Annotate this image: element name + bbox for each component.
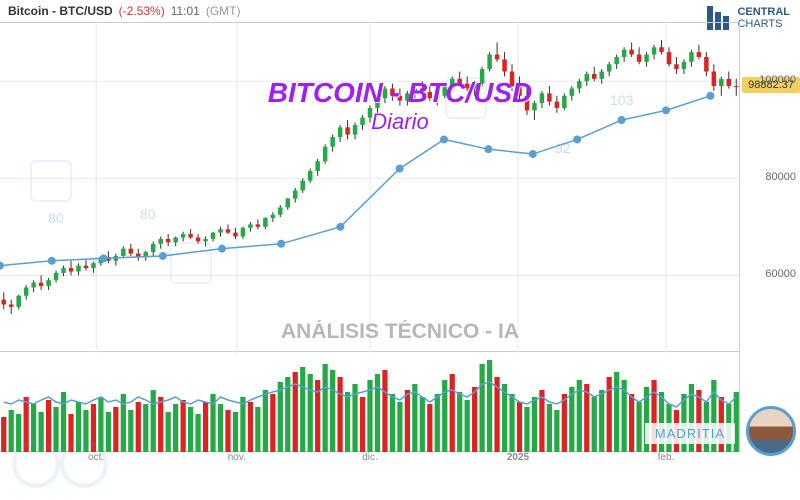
watermark-arrow-icon bbox=[170, 242, 212, 284]
chart-container: 808092103 BITCOIN - BTC/USD Diario ANÁLI… bbox=[0, 22, 800, 492]
y-axis: 98882.37 6000080000100000 bbox=[740, 22, 800, 452]
pair-label: Bitcoin - BTC/USD bbox=[8, 4, 113, 18]
main-candlestick-chart[interactable]: 80 80 92 103 bbox=[0, 22, 740, 352]
y-tick: 100000 bbox=[759, 74, 796, 86]
volume-bar-chart[interactable] bbox=[0, 352, 740, 452]
watermark-back-circle-icon[interactable] bbox=[12, 440, 60, 488]
x-tick: feb. bbox=[658, 452, 675, 463]
y-tick: 60000 bbox=[765, 268, 796, 280]
x-tick: dic. bbox=[362, 452, 378, 463]
svg-text:103: 103 bbox=[610, 92, 634, 108]
svg-text:80: 80 bbox=[140, 206, 156, 222]
change-pct: (-2.53%) bbox=[119, 4, 165, 18]
x-tick: nov. bbox=[228, 452, 246, 463]
x-axis: oct.nov.dic.2025feb. bbox=[0, 452, 740, 472]
provider-badge: MADRITIA bbox=[645, 423, 735, 444]
analyst-avatar[interactable] bbox=[746, 406, 796, 456]
watermark-forward-circle-icon[interactable] bbox=[60, 440, 108, 488]
x-tick: 2025 bbox=[507, 452, 529, 463]
timezone-label: (GMT) bbox=[206, 4, 241, 18]
svg-text:80: 80 bbox=[48, 210, 64, 226]
chart-header: Bitcoin - BTC/USD (-2.53%) 11:01 (GMT) bbox=[0, 0, 800, 22]
svg-text:92: 92 bbox=[555, 140, 571, 156]
watermark-chart-icon bbox=[30, 160, 72, 202]
y-tick: 80000 bbox=[765, 171, 796, 183]
watermark-refresh-icon bbox=[445, 77, 487, 119]
time-label: 11:01 bbox=[171, 4, 200, 18]
